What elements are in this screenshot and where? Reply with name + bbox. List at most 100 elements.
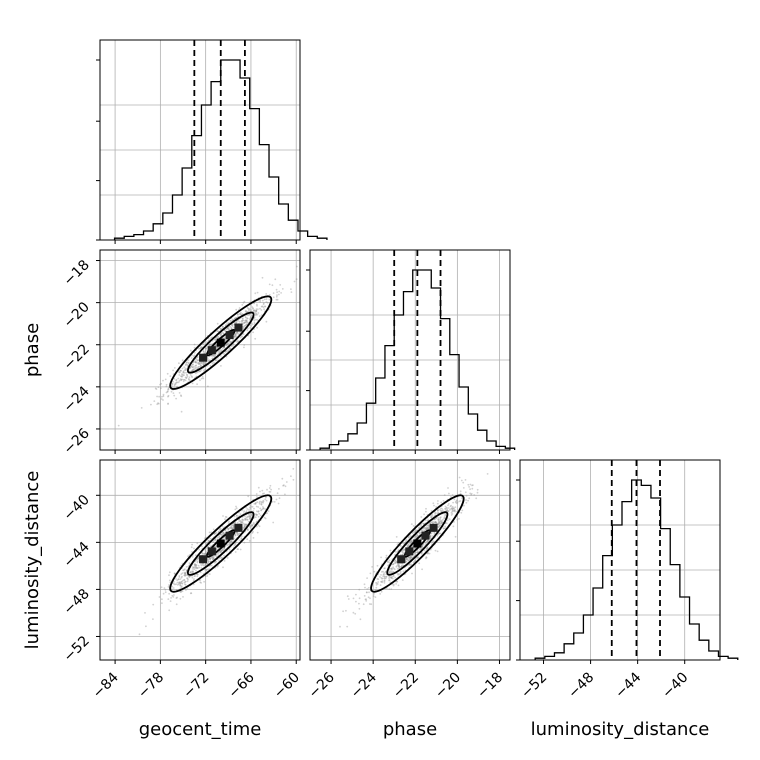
sample-point bbox=[175, 603, 178, 606]
histogram-phase bbox=[319, 269, 516, 450]
sample-point bbox=[367, 587, 370, 589]
sample-point bbox=[342, 610, 344, 613]
sample-point bbox=[249, 316, 252, 319]
sample-point bbox=[407, 536, 410, 538]
sample-point bbox=[222, 532, 225, 535]
sample-point bbox=[231, 325, 234, 328]
sample-point bbox=[213, 557, 216, 560]
sample-point bbox=[437, 522, 440, 525]
sample-point bbox=[456, 501, 459, 504]
sample-point bbox=[252, 530, 254, 533]
sample-point bbox=[261, 489, 264, 492]
sample-point bbox=[165, 391, 168, 394]
sample-point bbox=[193, 343, 196, 346]
sample-point bbox=[160, 398, 163, 400]
sample-point bbox=[249, 507, 252, 510]
sample-point bbox=[446, 519, 449, 521]
sample-point bbox=[174, 383, 177, 385]
sample-point bbox=[226, 323, 228, 325]
sample-point bbox=[187, 565, 190, 568]
sample-point bbox=[476, 491, 479, 494]
sample-point bbox=[399, 572, 402, 575]
sample-point bbox=[195, 565, 198, 568]
sample-point bbox=[200, 361, 203, 364]
sample-point bbox=[268, 490, 271, 493]
sample-point bbox=[454, 501, 457, 504]
sample-point bbox=[442, 527, 445, 530]
sample-point bbox=[180, 395, 183, 397]
sample-point bbox=[223, 532, 226, 535]
sample-point bbox=[230, 541, 232, 544]
sample-point bbox=[406, 558, 409, 561]
sample-point bbox=[213, 354, 215, 356]
sample-point bbox=[168, 574, 170, 577]
sample-point bbox=[391, 575, 394, 578]
sample-point bbox=[184, 568, 186, 571]
sample-point bbox=[383, 567, 386, 570]
sample-point bbox=[179, 581, 182, 584]
sample-point bbox=[238, 307, 241, 309]
sample-point bbox=[440, 510, 443, 512]
panel-frame bbox=[309, 249, 511, 451]
sample-point bbox=[258, 501, 261, 504]
sample-point bbox=[199, 347, 202, 349]
sample-point bbox=[439, 516, 442, 518]
sample-point bbox=[234, 551, 237, 553]
sample-point bbox=[247, 495, 250, 498]
sample-point bbox=[387, 561, 389, 563]
sample-point bbox=[169, 600, 172, 602]
sample-point bbox=[425, 556, 428, 559]
sample-point bbox=[195, 567, 197, 570]
sample-point bbox=[392, 570, 395, 573]
sample-point bbox=[262, 492, 264, 495]
sample-point bbox=[235, 514, 238, 517]
sample-point bbox=[390, 576, 393, 579]
sample-point bbox=[443, 515, 446, 517]
panel-phase-vs-geocent_time: −26−24−22−20−18 bbox=[61, 249, 301, 458]
sample-point bbox=[244, 315, 247, 318]
sample-point bbox=[259, 490, 261, 493]
sample-point bbox=[449, 505, 452, 508]
sample-point bbox=[216, 335, 219, 338]
sample-point bbox=[265, 301, 268, 303]
sample-point bbox=[193, 365, 195, 368]
sample-point bbox=[259, 299, 262, 302]
sample-point bbox=[196, 542, 199, 545]
sample-point bbox=[164, 588, 167, 591]
sample-point bbox=[437, 524, 440, 526]
sample-point bbox=[437, 509, 439, 512]
sample-point bbox=[231, 324, 234, 326]
sample-point bbox=[416, 557, 418, 560]
sample-point bbox=[188, 576, 191, 578]
sample-point bbox=[241, 304, 244, 306]
sample-point bbox=[365, 598, 367, 601]
sample-point bbox=[197, 557, 200, 559]
sample-point bbox=[224, 516, 227, 518]
sample-point bbox=[265, 293, 268, 295]
sample-point bbox=[420, 531, 422, 534]
sample-point bbox=[231, 324, 233, 327]
sample-point bbox=[419, 548, 421, 551]
sample-point bbox=[223, 547, 226, 550]
sample-point bbox=[186, 374, 189, 377]
sample-point bbox=[214, 339, 217, 342]
sample-point bbox=[232, 524, 235, 527]
sample-point bbox=[420, 516, 423, 518]
sample-point bbox=[411, 545, 414, 548]
sample-point bbox=[223, 346, 226, 349]
sample-point bbox=[397, 541, 400, 544]
sample-point bbox=[242, 326, 245, 329]
sample-point bbox=[429, 521, 431, 524]
sample-point bbox=[445, 522, 448, 525]
sample-point bbox=[382, 573, 385, 576]
sample-point bbox=[251, 514, 253, 517]
sample-point bbox=[440, 501, 443, 504]
density-peak-cell bbox=[207, 346, 216, 355]
sample-point bbox=[200, 369, 203, 371]
sample-point bbox=[276, 291, 278, 294]
sample-point bbox=[345, 609, 347, 612]
sample-point bbox=[242, 522, 245, 525]
sample-point bbox=[407, 556, 410, 559]
sample-point bbox=[236, 531, 239, 534]
sample-point bbox=[241, 319, 244, 322]
